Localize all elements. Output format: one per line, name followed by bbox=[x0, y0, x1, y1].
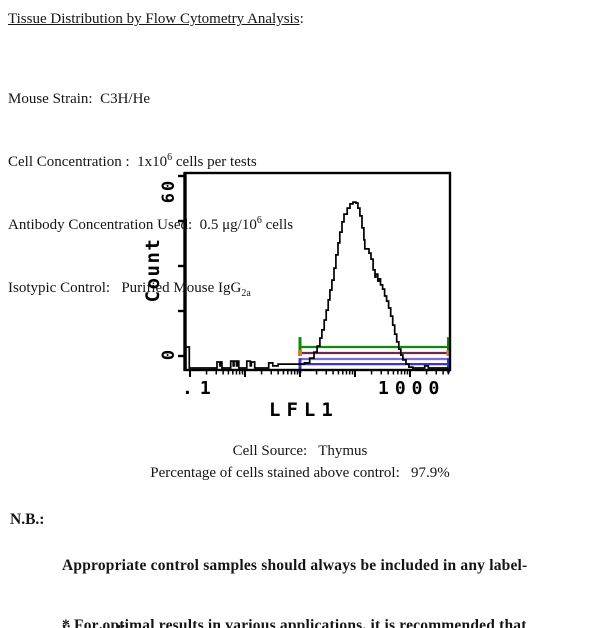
footnote-paragraph: * For optimal results in various applica… bbox=[62, 571, 527, 628]
cap-orange bbox=[446, 350, 451, 356]
x-tick-label-min: .1 bbox=[182, 378, 218, 399]
isotypic-control-line: Isotypic Control: Purified Mouse IgG2a bbox=[8, 280, 251, 299]
superscript: 6 bbox=[256, 215, 262, 226]
y-axis-label: Count bbox=[145, 238, 164, 303]
cell-concentration-line: Cell Concentration : 1x106 cells per tes… bbox=[8, 152, 257, 171]
nb-paragraph: Appropriate control samples should alway… bbox=[62, 511, 527, 628]
cap-blue bbox=[298, 358, 302, 374]
cell-source-line: Cell Source: Thymus bbox=[232, 443, 368, 459]
nb-paragraph-line1: Appropriate control samples should alway… bbox=[62, 557, 528, 574]
nb-paragraph-line2: ling studies. bbox=[62, 621, 527, 628]
y-tick-label: 60 bbox=[159, 179, 179, 203]
sample-info-block: Mouse Strain: C3H/He Cell Concentration … bbox=[8, 47, 293, 341]
percentage-stained-line: Percentage of cells stained above contro… bbox=[150, 465, 450, 481]
page-title-colon: : bbox=[299, 11, 304, 27]
cap-blue bbox=[446, 358, 450, 374]
x-tick-label-max: 1000 bbox=[378, 378, 445, 399]
antibody-concentration-line: Antibody Concentration Used: 0.5 μg/106 … bbox=[8, 215, 294, 234]
y-tick-label: 0 bbox=[159, 348, 179, 360]
page-title-text: Tissue Distribution by Flow Cytometry An… bbox=[8, 11, 300, 27]
page-title: Tissue Distribution by Flow Cytometry An… bbox=[8, 11, 304, 28]
histogram-svg: 60 0 .1 1000 LFL1 Count bbox=[142, 171, 452, 421]
cap-green bbox=[298, 337, 302, 353]
flow-cytometry-histogram: 60 0 .1 1000 LFL1 Count bbox=[142, 163, 460, 435]
cap-orange bbox=[298, 350, 302, 356]
thymus-cells-stained-curve bbox=[184, 201, 449, 369]
x-axis-label: LFL1 bbox=[269, 399, 339, 421]
plot-frame bbox=[183, 171, 452, 372]
cap-green bbox=[446, 337, 450, 353]
mouse-strain-line: Mouse Strain: C3H/He bbox=[8, 91, 151, 107]
footnote-line1: * For optimal results in various applica… bbox=[62, 617, 527, 628]
nb-label: N.B.: bbox=[10, 511, 45, 528]
superscript: 6 bbox=[167, 152, 173, 163]
subscript: 2a bbox=[241, 288, 251, 299]
